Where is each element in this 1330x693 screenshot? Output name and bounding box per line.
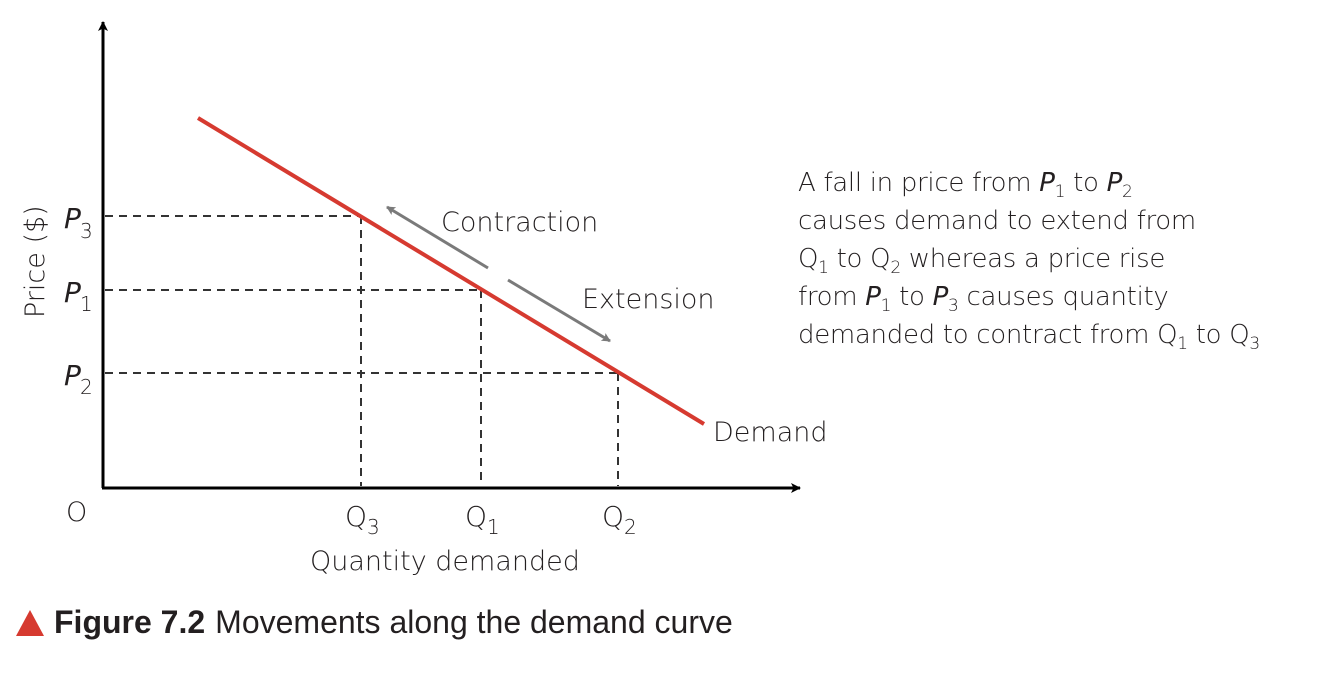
figure-title: Movements along the demand curve — [215, 604, 733, 640]
figure-number: Figure 7.2 — [54, 604, 206, 640]
y-axis-label: Price ($) — [20, 205, 51, 318]
price-tick-p1: P 1 — [64, 276, 93, 316]
triangle-marker-icon — [16, 609, 44, 636]
svg-text:P: P — [64, 202, 81, 235]
demand-curve — [196, 116, 706, 426]
svg-text:1: 1 — [80, 292, 93, 316]
svg-text:1: 1 — [487, 515, 500, 539]
note-line-1: A fall in price from P1 to P2 — [798, 168, 1133, 202]
contraction-arrow-icon — [386, 205, 489, 270]
explanation-text: A fall in price from P1 to P2 causes dem… — [798, 164, 1318, 354]
origin-label: O — [66, 497, 87, 528]
extension-label: Extension — [582, 284, 715, 315]
svg-text:P: P — [64, 276, 81, 309]
price-tick-p2: P 2 — [64, 359, 93, 399]
svg-text:Q: Q — [465, 500, 487, 533]
svg-text:Q: Q — [345, 500, 367, 533]
svg-text:P: P — [64, 359, 81, 392]
demand-label: Demand — [713, 417, 828, 448]
note-line-2: causes demand to extend from — [798, 206, 1196, 236]
figure-caption: Figure 7.2 Movements along the demand cu… — [16, 604, 733, 641]
note-line-5: demanded to contract from Q1 to Q3 — [798, 320, 1260, 354]
note-line-4: from P1 to P3 causes quantity — [798, 282, 1169, 316]
quantity-tick-q3: Q 3 — [345, 500, 380, 539]
svg-text:3: 3 — [80, 219, 93, 243]
quantity-tick-q1: Q 1 — [465, 500, 500, 539]
guide-lines — [105, 215, 619, 486]
x-axis-label: Quantity demanded — [310, 546, 580, 577]
svg-text:2: 2 — [624, 515, 637, 539]
price-tick-p3: P 3 — [64, 202, 93, 243]
contraction-label: Contraction — [441, 207, 598, 238]
note-line-3: Q1 to Q2 whereas a price rise — [798, 244, 1166, 278]
svg-text:2: 2 — [80, 375, 93, 399]
svg-text:3: 3 — [367, 515, 380, 539]
quantity-tick-q2: Q 2 — [602, 500, 637, 539]
svg-text:Q: Q — [602, 500, 624, 533]
extension-arrow-icon — [507, 278, 611, 343]
